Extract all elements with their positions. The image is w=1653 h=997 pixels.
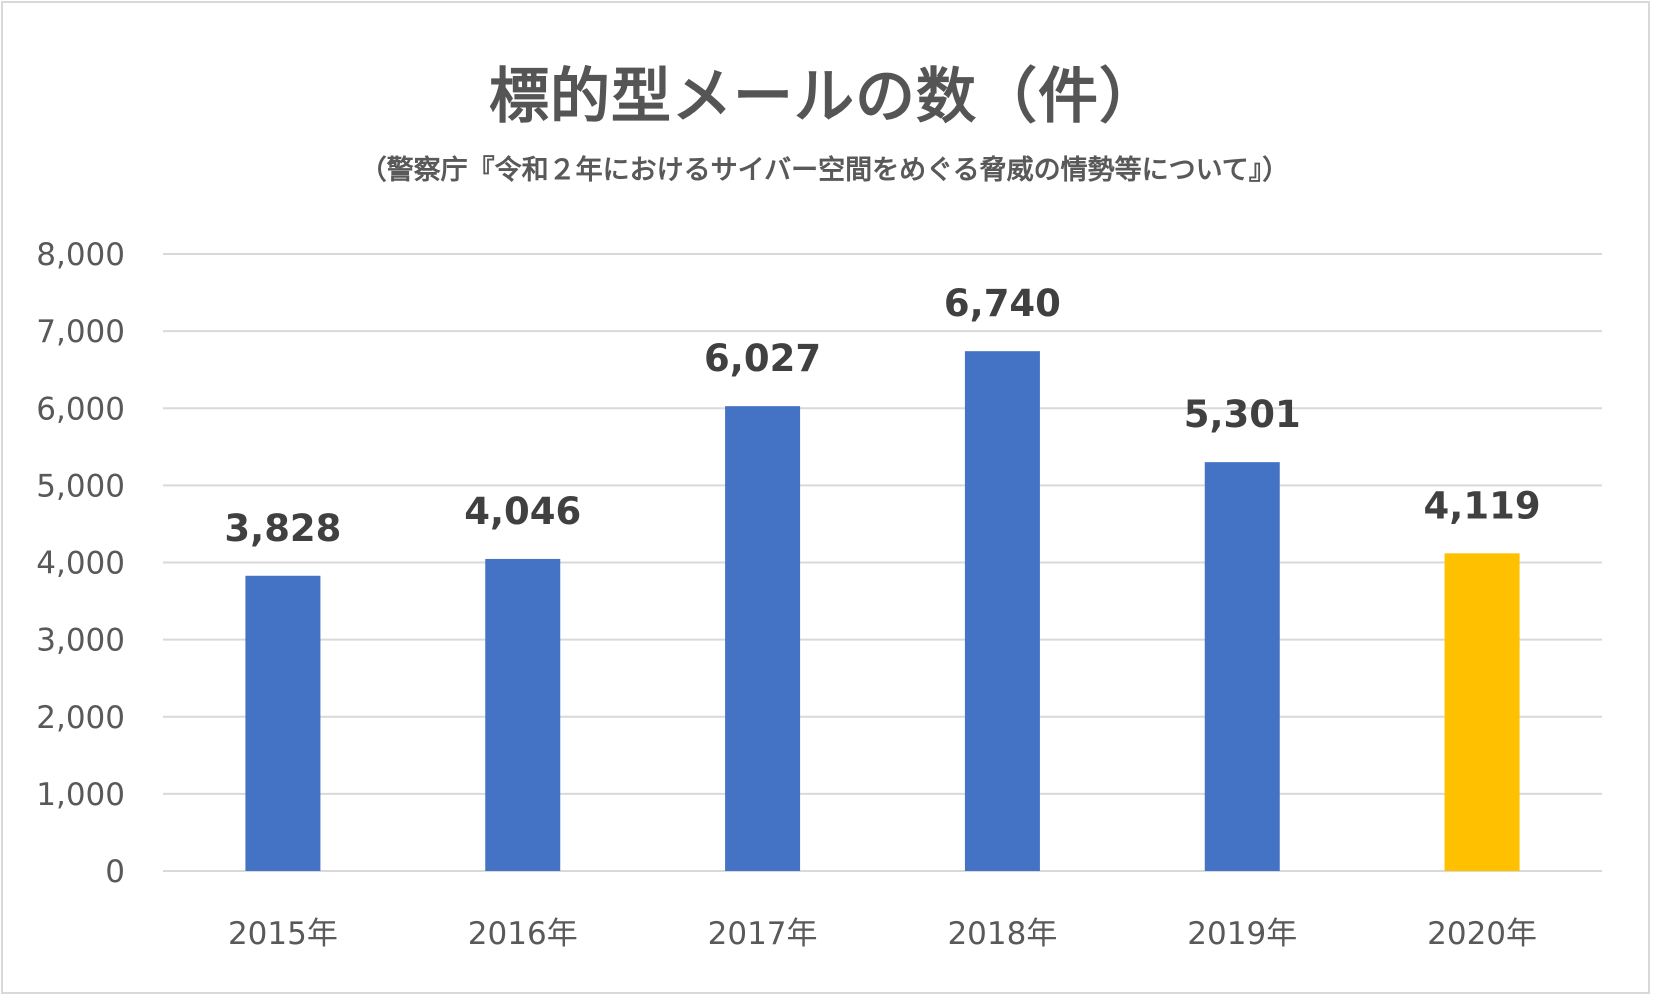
data-label: 5,301 bbox=[1184, 393, 1301, 436]
x-tick-label: 2016年 bbox=[468, 916, 578, 952]
bar bbox=[725, 406, 801, 871]
y-tick-label: 6,000 bbox=[36, 391, 125, 427]
chart-subtitle: （警察庁『令和２年におけるサイバー空間をめぐる脅威の情勢等について』） bbox=[359, 155, 1290, 186]
bar bbox=[485, 558, 561, 871]
y-tick-label: 0 bbox=[105, 854, 125, 890]
x-tick-label: 2019年 bbox=[1187, 916, 1297, 952]
data-label: 6,740 bbox=[944, 282, 1061, 325]
x-tick-label: 2015年 bbox=[228, 916, 338, 952]
y-tick-label: 5,000 bbox=[36, 468, 125, 504]
bar bbox=[964, 351, 1040, 871]
y-tick-label: 8,000 bbox=[36, 237, 125, 273]
data-label: 4,046 bbox=[464, 490, 581, 533]
y-tick-label: 7,000 bbox=[36, 314, 125, 350]
bar bbox=[245, 575, 321, 871]
y-tick-label: 1,000 bbox=[36, 777, 125, 813]
y-tick-label: 4,000 bbox=[36, 546, 125, 582]
chart-title: 標的型メールの数（件） bbox=[489, 62, 1160, 132]
bar bbox=[1444, 553, 1520, 871]
x-tick-label: 2017年 bbox=[708, 916, 818, 952]
data-label: 3,828 bbox=[224, 507, 341, 550]
y-tick-label: 3,000 bbox=[36, 623, 125, 659]
bar bbox=[1204, 462, 1280, 871]
x-tick-label: 2020年 bbox=[1427, 916, 1537, 952]
y-tick-label: 2,000 bbox=[36, 700, 125, 736]
data-label: 4,119 bbox=[1424, 484, 1541, 527]
data-label: 6,027 bbox=[704, 337, 821, 380]
x-tick-label: 2018年 bbox=[947, 916, 1057, 952]
